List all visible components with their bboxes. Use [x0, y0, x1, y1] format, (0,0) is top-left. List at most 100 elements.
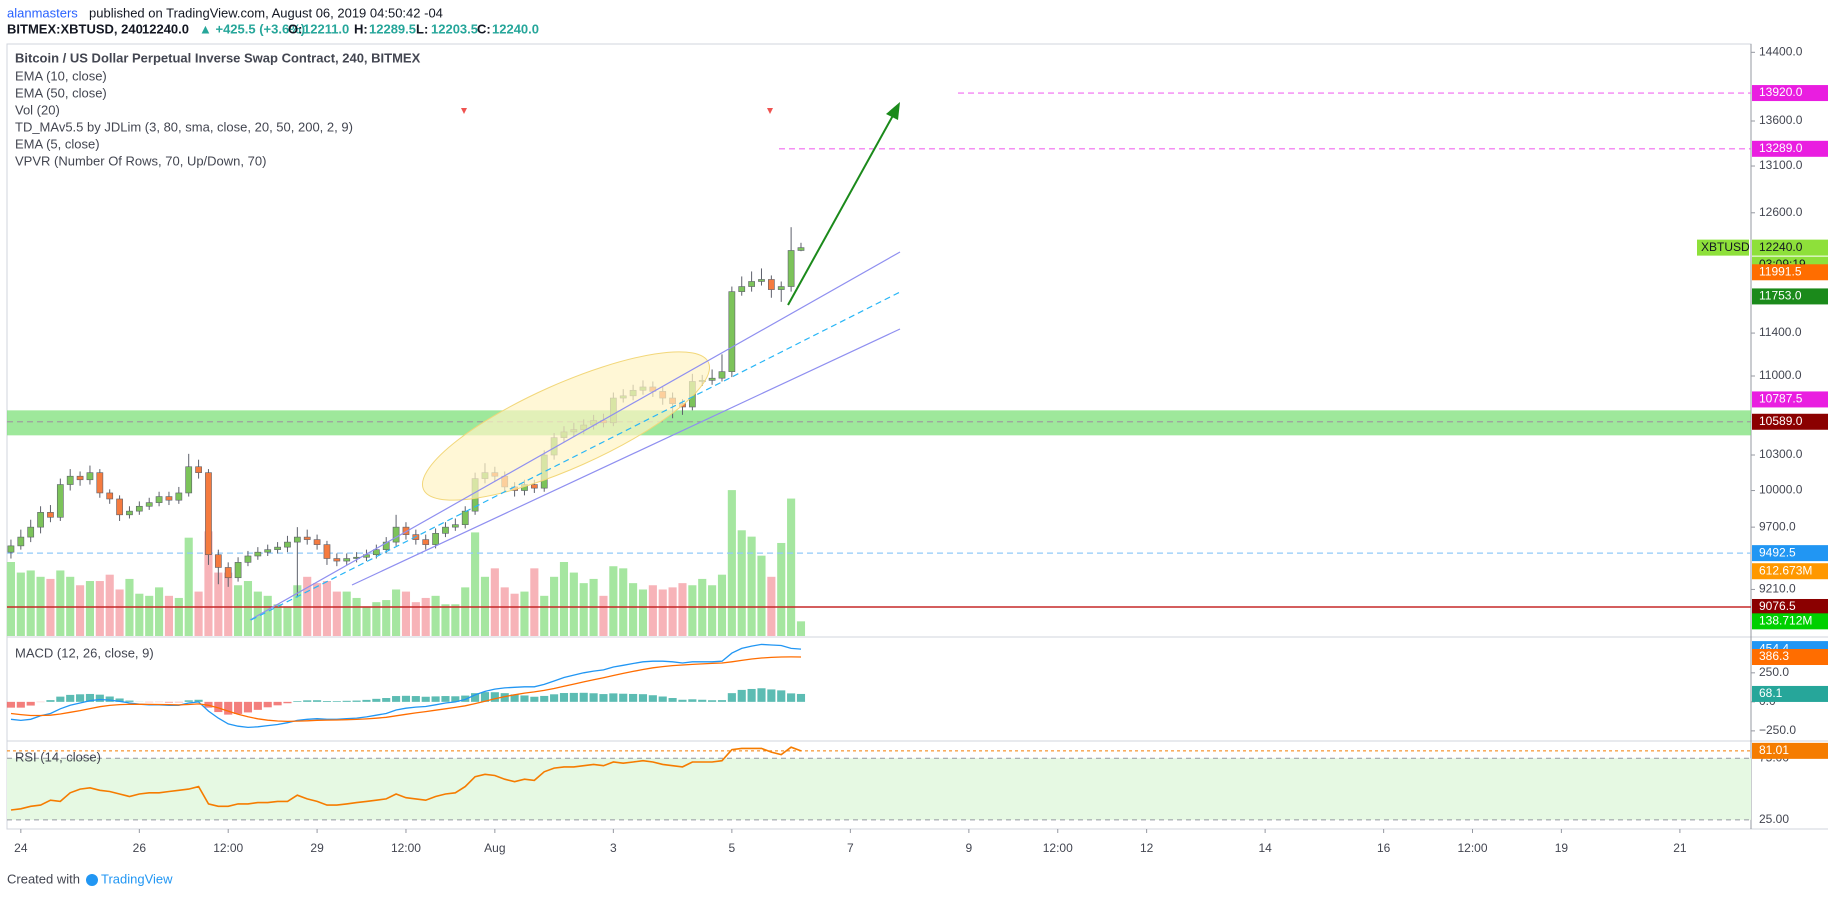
- candle-body: [718, 371, 726, 379]
- candle-body: [47, 512, 54, 518]
- candle-body: [106, 492, 114, 500]
- volume-bar: [500, 587, 509, 636]
- macd-hist: [708, 700, 717, 702]
- candle-body: [254, 551, 262, 557]
- ohlc-name: O:: [288, 21, 302, 36]
- volume-bar: [322, 581, 332, 636]
- volume-bar: [6, 562, 16, 636]
- ohlc-name: C:: [477, 21, 491, 36]
- macd-hist: [283, 701, 292, 704]
- candle-body: [126, 510, 133, 516]
- macd-hist: [362, 699, 371, 702]
- volume-bar: [787, 498, 796, 636]
- volume-bar: [234, 585, 243, 636]
- volume-bar: [737, 530, 746, 636]
- macd-hist: [76, 694, 85, 702]
- symbol-tag: [1697, 239, 1749, 256]
- volume-bar: [273, 604, 282, 636]
- candle-body: [767, 279, 775, 290]
- macd-hist: [253, 701, 262, 710]
- symbol: BITMEX:XBTUSD, 240: [7, 21, 143, 36]
- macd-hist: [461, 695, 470, 702]
- ohlc-value: 12203.5: [431, 21, 478, 36]
- price-tag-label: 11991.5: [1759, 264, 1802, 278]
- volume-bar: [16, 572, 25, 636]
- macd-hist: [342, 700, 351, 702]
- macd-hist: [332, 701, 341, 702]
- volume-bar: [76, 585, 85, 636]
- volume-bar: [332, 591, 341, 636]
- macd-hist: [579, 692, 588, 702]
- macd-hist: [698, 699, 707, 702]
- volume-bar: [401, 591, 411, 636]
- x-tick-label: 16: [1377, 841, 1391, 855]
- macd-hist: [648, 695, 657, 702]
- volume-bar: [253, 591, 262, 636]
- ohlc-value: 12211.0: [303, 21, 349, 36]
- candle-body: [37, 512, 44, 528]
- macd-hist: [85, 693, 95, 702]
- macd-hist: [194, 699, 203, 702]
- volume-bar: [609, 566, 618, 636]
- price-tag-label: 10589.0: [1759, 414, 1803, 428]
- candle-body: [708, 377, 716, 381]
- macd-hist: [382, 698, 391, 702]
- macd-hist: [184, 700, 193, 702]
- x-tick-label: Aug: [484, 841, 505, 855]
- macd-hist: [737, 689, 746, 702]
- rsi-tag-label: 81.01: [1759, 743, 1789, 757]
- volume-bar: [796, 621, 806, 636]
- volume-bar: [599, 595, 608, 636]
- author[interactable]: alanmasters: [7, 5, 78, 20]
- volume-bar: [530, 568, 539, 636]
- y-tick-label: 11400.0: [1759, 325, 1802, 339]
- volume-bar: [471, 532, 480, 636]
- macd-hist: [688, 699, 697, 702]
- volume-bar: [135, 593, 144, 636]
- macd-hist: [500, 693, 509, 702]
- candle-body: [234, 562, 242, 579]
- macd-tag-label: 68.1: [1759, 686, 1783, 700]
- macd-hist: [678, 699, 687, 702]
- highlight-ellipse: [421, 351, 711, 501]
- candle-body: [451, 524, 459, 528]
- volume-bar: [431, 595, 440, 636]
- x-tick-label: 24: [14, 841, 28, 855]
- candle-body: [442, 526, 449, 534]
- candle-body: [96, 472, 104, 494]
- volume-bar: [155, 587, 164, 636]
- candle-body: [264, 549, 272, 553]
- macd-hist: [668, 698, 677, 702]
- chart-title: Bitcoin / US Dollar Perpetual Inverse Sw…: [15, 50, 421, 65]
- macd-hist: [757, 688, 766, 702]
- macd-hist: [619, 693, 628, 702]
- macd-hist: [480, 692, 490, 702]
- macd-hist: [401, 695, 411, 702]
- y-tick-label: 250.0: [1759, 665, 1789, 679]
- macd-hist: [747, 688, 756, 702]
- price-tag-label: 13289.0: [1759, 141, 1803, 155]
- price-tag-label: 12240.0: [1759, 240, 1803, 254]
- candle-body: [797, 247, 805, 251]
- volume-tag: [1752, 613, 1828, 630]
- macd-hist: [322, 701, 332, 702]
- chart-frame: [6, 43, 1752, 830]
- volume-bar: [85, 581, 95, 636]
- price-tag: [1752, 391, 1828, 408]
- volume-bar: [559, 562, 569, 636]
- macd-hist: [787, 693, 796, 702]
- macd-hist: [599, 694, 608, 702]
- candle-body: [530, 484, 538, 489]
- volume-bar: [184, 537, 193, 636]
- x-tick-label: 12:00: [1043, 841, 1073, 855]
- volume-bar: [263, 595, 272, 636]
- footer-created: Created with: [7, 871, 80, 886]
- candle-body: [274, 546, 281, 550]
- volume-bar: [382, 600, 391, 636]
- indicator-label: EMA (10, close): [15, 68, 107, 83]
- channel-lower: [351, 328, 901, 586]
- price-tag: [1752, 85, 1828, 102]
- footer-brand[interactable]: TradingView: [101, 871, 173, 886]
- candle-body: [787, 250, 795, 287]
